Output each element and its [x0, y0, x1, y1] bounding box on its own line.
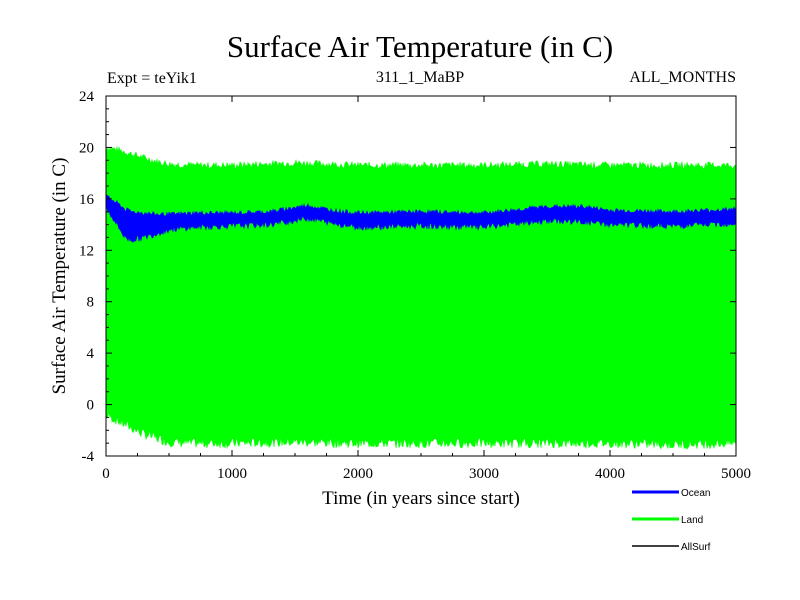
y-tick-label: 24 [79, 89, 95, 105]
subtitle-months: ALL_MONTHS [629, 69, 736, 86]
legend-label-allsurf: AllSurf [681, 542, 711, 553]
x-tick-label: 5000 [721, 466, 751, 482]
legend-label-ocean: Ocean [681, 488, 710, 499]
plot-area: 0 1000 2000 3000 4000 5000 -4 0 4 8 12 16 20 24 [79, 89, 751, 482]
y-tick-label: 16 [79, 192, 95, 208]
y-tick-label: 12 [79, 243, 94, 259]
subtitle-expt: Expt = teYik1 [107, 70, 197, 87]
x-tick-label: 2000 [343, 466, 373, 482]
y-tick-label: -4 [82, 449, 95, 465]
chart-title: Surface Air Temperature (in C) [227, 29, 613, 64]
y-tick-label: 20 [79, 140, 94, 156]
x-axis-label: Time (in years since start) [322, 488, 520, 509]
y-tick-label: 4 [87, 346, 95, 362]
x-tick-label: 4000 [595, 466, 625, 482]
series-layer [105, 146, 737, 450]
x-tick-label: 0 [102, 466, 110, 482]
y-tick-label: 0 [87, 398, 95, 414]
x-tick-label: 3000 [469, 466, 499, 482]
legend: Ocean Land AllSurf [632, 488, 711, 553]
subtitle-age: 311_1_MaBP [376, 69, 464, 86]
x-tick-label: 1000 [217, 466, 247, 482]
series-land-band [105, 146, 737, 450]
legend-label-land: Land [681, 515, 703, 526]
y-tick-label: 8 [87, 295, 95, 311]
y-axis-label: Surface Air Temperature (in C) [49, 158, 70, 395]
ticks-layer: 0 1000 2000 3000 4000 5000 -4 0 4 8 12 16 20 24 [79, 89, 751, 482]
